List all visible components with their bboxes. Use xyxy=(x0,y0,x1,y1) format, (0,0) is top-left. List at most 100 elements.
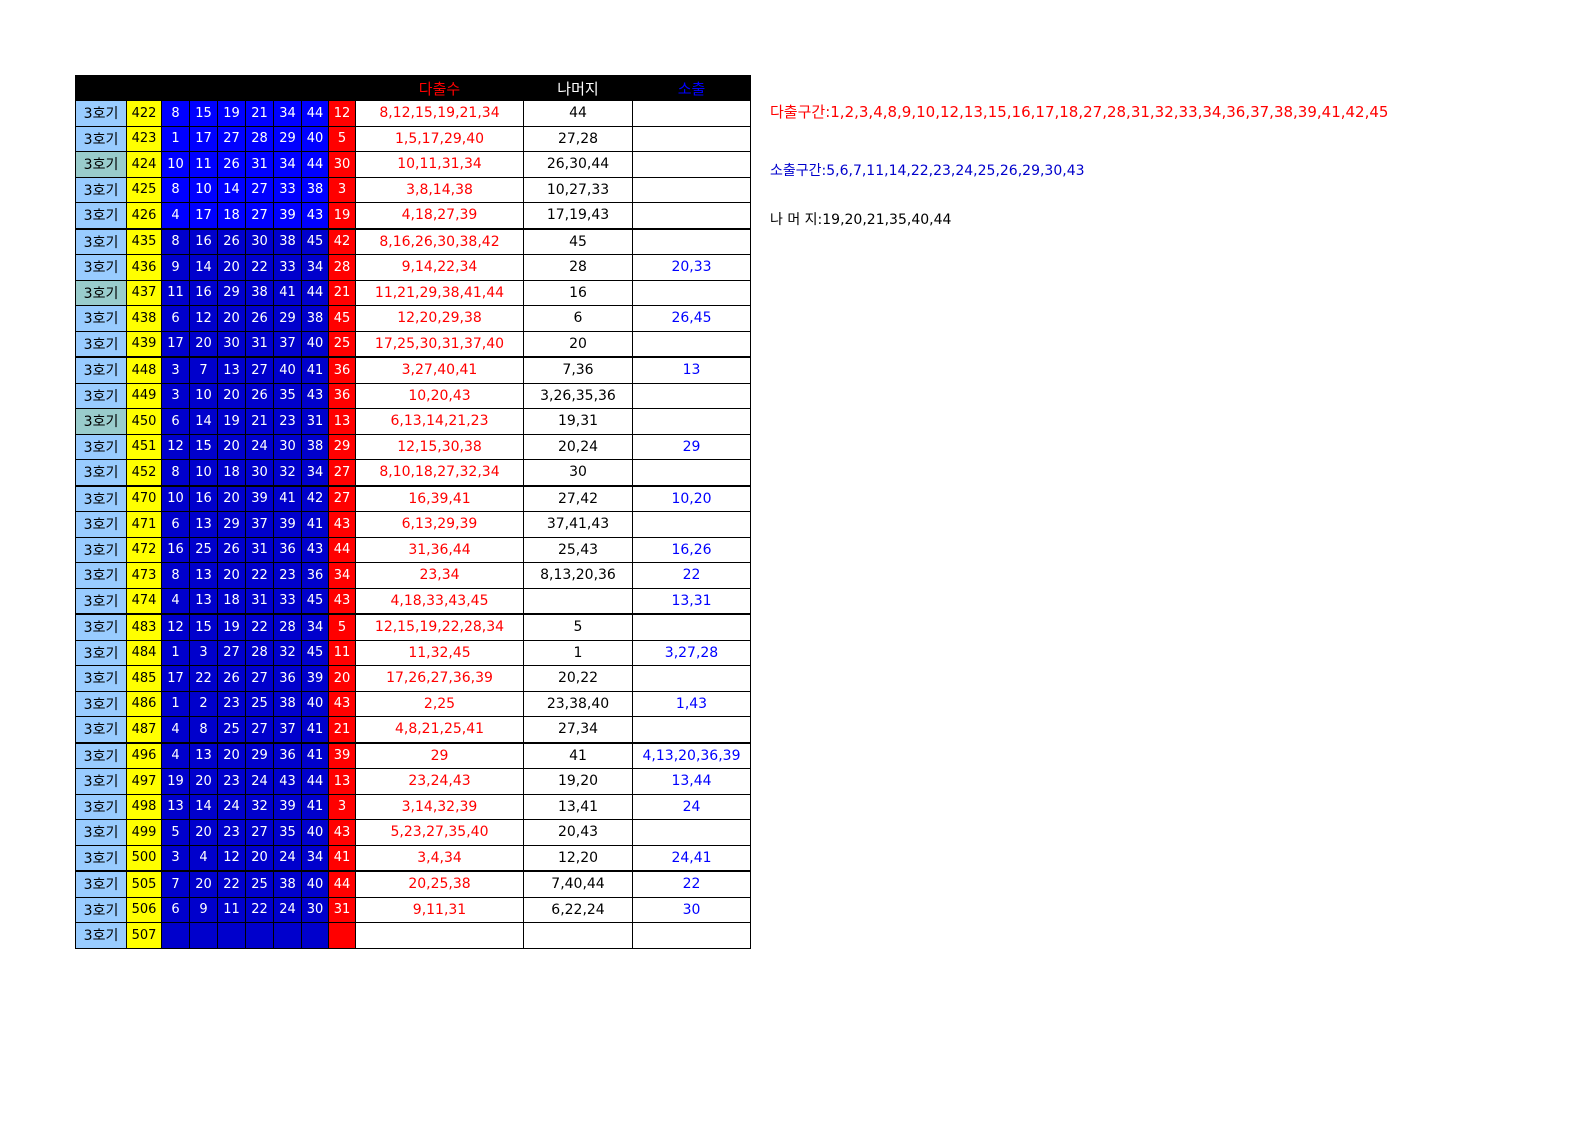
number-cell xyxy=(217,922,246,949)
number-cell: 14 xyxy=(217,176,246,203)
number-cell: 43 xyxy=(273,768,302,795)
number-cell: 41 xyxy=(301,716,329,743)
machine-label-cell: 3호기 xyxy=(75,151,127,178)
number-cell: 12 xyxy=(161,613,190,641)
number-cell: 13 xyxy=(189,587,218,615)
number-cell: 17 xyxy=(161,330,190,358)
number-cell: 41 xyxy=(301,741,329,769)
number-cell: 39 xyxy=(273,202,302,229)
number-cell: 23 xyxy=(273,408,302,435)
bonus-cell: 34 xyxy=(328,562,356,589)
rest-numbers-cell: 16 xyxy=(523,279,633,306)
hot-numbers-cell: 6,13,29,39 xyxy=(355,511,524,538)
rest-numbers-cell: 30 xyxy=(523,459,633,486)
number-cell: 31 xyxy=(245,151,274,178)
number-cell: 28 xyxy=(245,639,274,666)
bonus-cell: 30 xyxy=(328,151,356,178)
number-cell: 10 xyxy=(161,151,190,178)
bonus-cell: 29 xyxy=(328,433,356,460)
machine-label-cell: 3호기 xyxy=(75,896,127,923)
round-cell: 505 xyxy=(126,870,162,898)
number-cell: 3 xyxy=(161,844,190,872)
number-cell: 41 xyxy=(273,484,302,512)
number-cell: 12 xyxy=(161,433,190,460)
hot-numbers-cell: 12,15,30,38 xyxy=(355,433,524,460)
table-row: 3호기 496 4 13 20 29 36 41 39 29 41 4,13,20,36,39 xyxy=(75,741,751,769)
number-cell: 20 xyxy=(217,254,246,281)
number-cell: 11 xyxy=(161,279,190,306)
table-row: 3호기 471 6 13 29 37 39 41 43 6,13,29,39 37,41,43 xyxy=(75,511,751,538)
rest-numbers-cell: 27,42 xyxy=(523,484,633,512)
cold-numbers-cell xyxy=(632,511,751,538)
bonus-cell: 44 xyxy=(328,536,356,563)
number-cell: 24 xyxy=(245,768,274,795)
table-row: 3호기 425 8 10 14 27 33 38 3 3,8,14,38 10,27,33 xyxy=(75,176,751,203)
table-row: 3호기 484 1 3 27 28 32 45 11 11,32,45 1 3,27,28 xyxy=(75,639,751,666)
cold-numbers-cell: 29 xyxy=(632,433,751,460)
number-cell: 44 xyxy=(301,279,329,306)
number-cell: 20 xyxy=(245,844,274,872)
number-cell: 13 xyxy=(189,562,218,589)
round-cell: 484 xyxy=(126,639,162,666)
number-cell: 26 xyxy=(245,305,274,332)
number-cell: 27 xyxy=(245,819,274,846)
number-cell: 28 xyxy=(245,125,274,152)
number-cell: 15 xyxy=(189,433,218,460)
hot-numbers-cell: 9,14,22,34 xyxy=(355,254,524,281)
cold-numbers-cell xyxy=(632,613,751,641)
rest-numbers-cell: 28 xyxy=(523,254,633,281)
number-cell: 37 xyxy=(273,716,302,743)
number-cell: 10 xyxy=(161,484,190,512)
number-cell: 4 xyxy=(161,716,190,743)
number-cell: 36 xyxy=(273,741,302,769)
number-cell: 12 xyxy=(217,844,246,872)
summary-rest: 나 머 지:19,20,21,35,40,44 xyxy=(770,212,952,228)
bonus-cell: 3 xyxy=(328,176,356,203)
number-cell: 27 xyxy=(217,125,246,152)
number-cell: 34 xyxy=(301,844,329,872)
number-cell: 30 xyxy=(245,227,274,255)
hot-numbers-cell: 6,13,14,21,23 xyxy=(355,408,524,435)
number-cell: 18 xyxy=(217,202,246,229)
number-cell: 22 xyxy=(245,896,274,923)
number-cell: 39 xyxy=(273,511,302,538)
hot-numbers-cell: 29 xyxy=(355,741,524,769)
hot-numbers-cell: 8,16,26,30,38,42 xyxy=(355,227,524,255)
number-cell: 39 xyxy=(301,665,329,692)
cold-numbers-cell: 24,41 xyxy=(632,844,751,872)
number-cell: 43 xyxy=(301,536,329,563)
summary-hot: 다출구간:1,2,3,4,8,9,10,12,13,15,16,17,18,27… xyxy=(770,103,1389,121)
cold-numbers-cell xyxy=(632,922,751,949)
hot-numbers-cell: 17,26,27,36,39 xyxy=(355,665,524,692)
machine-label-cell: 3호기 xyxy=(75,356,127,384)
number-cell: 25 xyxy=(189,536,218,563)
number-cell: 6 xyxy=(161,896,190,923)
round-cell: 451 xyxy=(126,433,162,460)
table-row: 3호기 486 1 2 23 25 38 40 43 2,25 23,38,40 1,43 xyxy=(75,690,751,717)
hot-numbers-cell: 8,12,15,19,21,34 xyxy=(355,100,524,127)
number-cell: 22 xyxy=(189,665,218,692)
machine-label-cell: 3호기 xyxy=(75,279,127,306)
table-row: 3호기 499 5 20 23 27 35 40 43 5,23,27,35,40 20,43 xyxy=(75,819,751,846)
bonus-cell: 5 xyxy=(328,125,356,152)
number-cell xyxy=(161,922,190,949)
table-body: 3호기 422 8 15 19 21 34 44 12 8,12,15,19,21,34 44 3호기… xyxy=(75,100,751,949)
number-cell: 44 xyxy=(301,100,329,127)
table-row: 3호기 470 10 16 20 39 41 42 27 16,39,41 27,42 10,20 xyxy=(75,484,751,512)
header-rest: 나머지 xyxy=(523,75,633,101)
machine-label-cell: 3호기 xyxy=(75,870,127,898)
number-cell: 33 xyxy=(273,254,302,281)
cold-numbers-cell xyxy=(632,408,751,435)
number-cell: 26 xyxy=(245,382,274,409)
number-cell: 25 xyxy=(245,690,274,717)
rest-numbers-cell: 25,43 xyxy=(523,536,633,563)
number-cell: 16 xyxy=(189,484,218,512)
number-cell: 8 xyxy=(161,100,190,127)
number-cell: 22 xyxy=(217,870,246,898)
table-row: 3호기 474 4 13 18 31 33 45 43 4,18,33,43,45 13,31 xyxy=(75,587,751,615)
round-cell: 496 xyxy=(126,741,162,769)
hot-numbers-cell: 10,11,31,34 xyxy=(355,151,524,178)
round-cell: 425 xyxy=(126,176,162,203)
machine-label-cell: 3호기 xyxy=(75,433,127,460)
number-cell: 41 xyxy=(301,511,329,538)
